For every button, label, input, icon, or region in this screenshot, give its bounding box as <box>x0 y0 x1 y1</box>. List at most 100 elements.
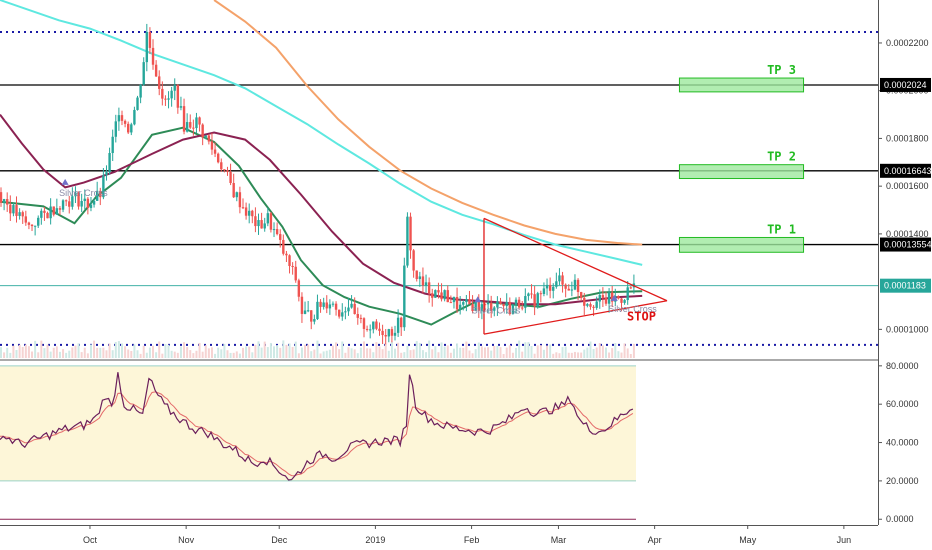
candle <box>195 117 198 129</box>
volume-bar <box>546 345 549 358</box>
candle <box>552 286 555 291</box>
volume-bar <box>555 352 558 358</box>
volume-bar <box>282 340 285 358</box>
volume-bar <box>235 351 238 358</box>
volume-bar <box>428 340 431 358</box>
candle <box>400 317 403 328</box>
candle <box>133 109 136 125</box>
candle <box>105 172 108 176</box>
oscillator-pane[interactable] <box>0 365 637 520</box>
volume-bar <box>471 353 474 358</box>
candle <box>555 281 558 287</box>
volume-bar <box>608 352 611 358</box>
candle <box>434 290 437 298</box>
volume-bar <box>80 352 83 358</box>
volume-bar <box>167 344 170 358</box>
volume-bar <box>604 347 607 358</box>
volume-bar <box>52 347 55 358</box>
candle <box>496 301 499 308</box>
volume-bar <box>55 346 58 358</box>
candle <box>55 208 59 215</box>
volume-bar <box>111 350 114 358</box>
candle <box>310 310 313 322</box>
volume-bar <box>350 348 353 358</box>
target-box-1 <box>678 164 805 180</box>
volume-bar <box>412 349 415 358</box>
volume-bar <box>335 342 338 358</box>
candle <box>173 85 176 91</box>
oscillator-signal-line <box>0 391 634 477</box>
volume-bar <box>114 341 117 358</box>
candle <box>576 279 580 293</box>
volume-bar <box>108 343 111 358</box>
volume-bar <box>331 345 334 358</box>
candle <box>40 210 43 218</box>
candle <box>527 293 530 297</box>
candle <box>189 122 192 128</box>
time-tick-label-0: Oct <box>83 535 98 545</box>
moving-average-1 <box>0 113 643 306</box>
candle <box>626 287 629 301</box>
volume-bar <box>328 349 331 358</box>
osc-tick-label-3: 20.0000 <box>886 476 919 486</box>
moving-average-3 <box>213 0 643 246</box>
candle <box>313 319 316 322</box>
candle <box>279 234 282 240</box>
candle <box>502 303 505 307</box>
volume-bar <box>434 346 437 358</box>
candle <box>269 213 273 230</box>
candle <box>561 275 564 285</box>
candle <box>254 216 257 227</box>
price-tick-label-0: 0.0002200 <box>886 38 929 48</box>
volume-bar <box>232 352 235 358</box>
target-box-0 <box>678 77 805 93</box>
volume-bar <box>294 341 297 358</box>
volume-bar <box>570 352 573 358</box>
volume-bar <box>421 350 424 358</box>
candle <box>489 302 493 311</box>
moving-average-2 <box>0 0 643 266</box>
candle <box>530 293 533 295</box>
volume-bar <box>369 348 372 358</box>
candle <box>319 301 322 307</box>
price-label-text-2: 0.00013554 <box>884 240 932 250</box>
candle <box>145 31 149 63</box>
candle <box>629 287 633 289</box>
candle <box>83 198 86 202</box>
volume-bar <box>552 353 555 358</box>
volume-bar <box>136 350 139 358</box>
candle <box>12 205 15 214</box>
target-label-0: TP 3 <box>767 63 796 77</box>
volume-bar <box>198 342 201 358</box>
candle <box>393 332 397 336</box>
volume-bar <box>452 348 455 358</box>
candle <box>61 200 65 210</box>
volume-bar <box>601 345 604 358</box>
candle <box>365 328 369 330</box>
price-pane[interactable]: STOP TP 3 TP 2 TP 1 Silver Cross Silver Cross… <box>0 0 878 358</box>
volume-bar <box>521 351 524 358</box>
volume-bar <box>493 346 496 358</box>
volume-bar <box>390 341 393 358</box>
volume-bar <box>49 351 52 358</box>
volume-bar <box>220 349 223 358</box>
candle <box>139 84 142 98</box>
candle <box>263 223 266 229</box>
candle <box>344 311 347 313</box>
volume-bar <box>499 347 502 358</box>
volume-bar <box>595 347 598 358</box>
candle <box>89 204 93 208</box>
candle <box>46 212 49 219</box>
time-tick-label-8: Jun <box>837 535 852 545</box>
volume-bar <box>245 346 248 358</box>
volume-bar <box>508 345 511 358</box>
triangle-upper-line <box>483 217 668 302</box>
candle <box>607 292 611 304</box>
time-tick-label-5: Mar <box>551 535 567 545</box>
volume-bar <box>310 351 313 358</box>
volume-bar <box>632 343 635 358</box>
volume-bar <box>338 349 341 358</box>
volume-bar <box>133 344 136 358</box>
candle <box>536 293 539 307</box>
